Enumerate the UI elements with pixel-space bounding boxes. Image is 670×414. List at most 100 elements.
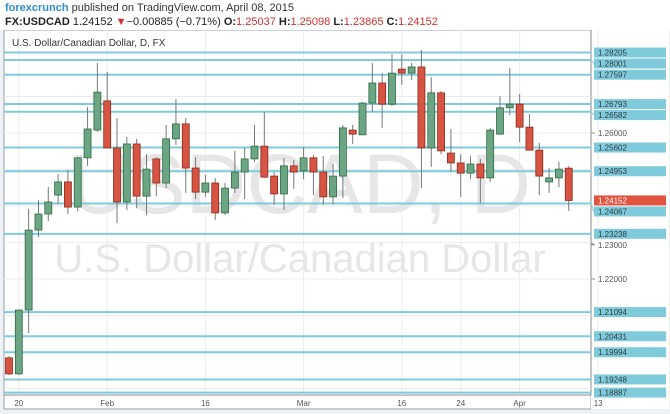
candle-up — [24, 229, 33, 311]
level-price-label-box — [594, 69, 666, 80]
candle-up — [250, 145, 259, 160]
candle-down — [64, 181, 72, 208]
candle-up — [14, 309, 23, 375]
level-price-label: 1.19994 — [598, 348, 627, 357]
x-tick-label: 20 — [14, 399, 23, 408]
x-tick-label: 16 — [397, 399, 406, 408]
level-price-label-box — [594, 206, 666, 217]
level-lines — [4, 51, 591, 394]
last-price-label: 1.24152 — [598, 196, 627, 205]
level-price-label-box — [594, 374, 666, 385]
open-label: O: — [223, 16, 237, 28]
candle-down — [319, 171, 328, 198]
candle-up — [44, 201, 53, 215]
candle-down — [103, 100, 112, 149]
candle-up — [34, 213, 43, 231]
level-price-label: 1.25602 — [598, 144, 627, 153]
header: forexcrunch published on TradingView.com… — [0, 0, 670, 30]
candle-down — [437, 92, 445, 152]
published-text: published on TradingView.com, April 08, … — [71, 2, 295, 14]
chart-title: U.S. Dollar/Canadian Dollar, D, FX — [12, 38, 166, 49]
candle-up — [93, 91, 102, 131]
axis-labels: 20 Feb 16 Mar 16 24 Apr 13 1.28205 1.28001 1.27597… — [14, 47, 666, 408]
level-price-label-box — [594, 47, 666, 58]
candle-up — [329, 175, 337, 198]
candle-down — [564, 167, 573, 201]
price-label-connector — [590, 111, 595, 116]
level-price-label: 1.23238 — [598, 230, 627, 239]
chart-frame — [3, 29, 592, 410]
candle-up — [358, 102, 367, 136]
publish-line: forexcrunch published on TradingView.com… — [5, 2, 294, 15]
level-price-label: 1.18887 — [598, 389, 627, 398]
level-price-label: 1.24953 — [598, 167, 627, 176]
candle-up — [142, 168, 151, 197]
publisher-link[interactable]: forexcrunch — [5, 2, 69, 14]
level-price-label-box — [594, 347, 666, 358]
y-tick-label: 1.23000 — [598, 241, 627, 250]
candle-down — [5, 357, 13, 375]
level-price-label: 1.21094 — [598, 308, 627, 317]
candle-down — [270, 175, 279, 195]
candle-down — [289, 165, 298, 173]
candle-down — [476, 163, 485, 179]
candle-up — [221, 187, 229, 214]
level-price-label: 1.20431 — [598, 332, 627, 341]
level-price-label-box — [594, 110, 666, 121]
open-value: 1.25037 — [236, 16, 276, 28]
level-price-label: 1.27597 — [598, 71, 627, 80]
level-price-label-box — [594, 331, 666, 342]
level-price-label: 1.26793 — [598, 100, 627, 109]
candle-down — [113, 147, 121, 203]
candle-up — [54, 181, 62, 196]
candle-up — [368, 82, 377, 104]
candle-up — [486, 129, 495, 179]
y-tick-label: 1.26000 — [598, 129, 627, 138]
price-label-connector — [590, 59, 595, 64]
low-value: 1.23865 — [343, 16, 384, 28]
level-price-label-box — [594, 387, 666, 398]
candle-down — [309, 157, 318, 173]
candle-up — [83, 128, 92, 159]
candle-down — [181, 123, 190, 169]
candle-down — [515, 103, 524, 128]
high-label: H: — [278, 16, 291, 28]
candle-up — [545, 177, 553, 183]
level-price-label-box — [594, 228, 666, 239]
candle-down — [525, 126, 534, 151]
level-price-label-box — [594, 58, 666, 69]
candle-down — [456, 162, 465, 174]
symbol: FX:USDCAD — [5, 16, 70, 28]
level-price-label-box — [594, 99, 666, 110]
level-price-label: 1.26582 — [598, 111, 627, 120]
price-label-connector — [590, 203, 595, 212]
price-axis[interactable] — [591, 30, 669, 409]
candle-up — [555, 168, 563, 179]
candle-down — [152, 158, 161, 184]
candle-up — [338, 127, 347, 177]
candle-down — [132, 143, 141, 197]
candle-up — [162, 138, 171, 184]
level-price-label: 1.24067 — [598, 207, 627, 216]
candle-up — [172, 123, 180, 140]
candle-down — [397, 68, 406, 74]
close-label: C: — [386, 16, 399, 28]
y-tick-label: 1.22000 — [598, 275, 627, 284]
last-price-label-box — [594, 195, 666, 206]
x-tick-label: Feb — [100, 399, 114, 408]
candle-up — [73, 157, 82, 208]
candle-up — [230, 171, 239, 189]
level-price-label: 1.28001 — [598, 60, 627, 69]
last-price: 1.24152 — [72, 16, 113, 28]
candle-down — [535, 149, 544, 177]
level-price-label: 1.28205 — [598, 49, 627, 58]
triangle-down-icon: ▼ — [115, 16, 127, 28]
candle-up — [388, 72, 396, 105]
candle-up — [496, 107, 504, 135]
high-value: 1.25098 — [290, 16, 331, 28]
x-tick-label: 16 — [201, 399, 210, 408]
x-tick-label: Apr — [513, 399, 526, 408]
candle-up — [299, 157, 308, 172]
candle-down — [417, 66, 426, 149]
